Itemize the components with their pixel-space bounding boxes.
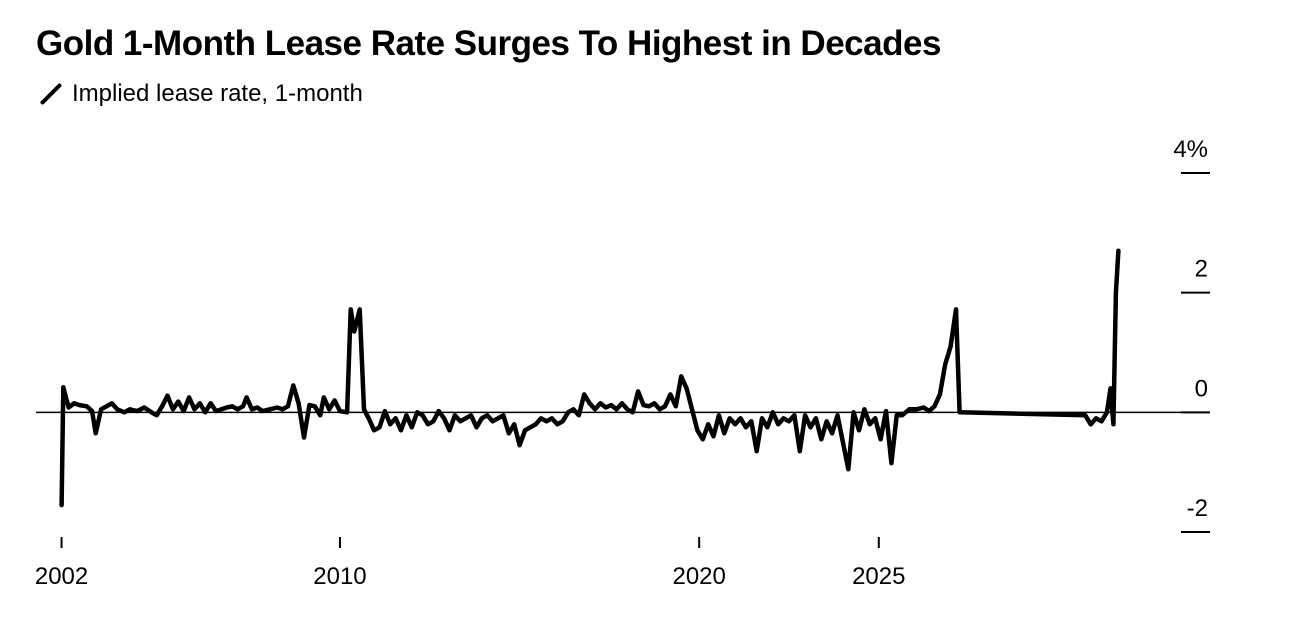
legend-label: Implied lease rate, 1-month (72, 80, 363, 107)
chart-title: Gold 1-Month Lease Rate Surges To Highes… (36, 24, 941, 63)
x-tick-label: 2010 (313, 563, 366, 590)
series-line-lease-rate (59, 248, 1121, 508)
x-tick-label: 2025 (852, 563, 905, 590)
y-tick-label: 0 (1195, 375, 1208, 402)
y-tick-label: 4% (1173, 136, 1208, 163)
x-tick-label: 2002 (35, 563, 88, 590)
y-tick-label: -2 (1187, 495, 1208, 522)
chart-legend: Implied lease rate, 1-month (36, 80, 363, 108)
y-tick-label: 2 (1195, 256, 1208, 283)
x-tick-label: 2020 (672, 563, 725, 590)
